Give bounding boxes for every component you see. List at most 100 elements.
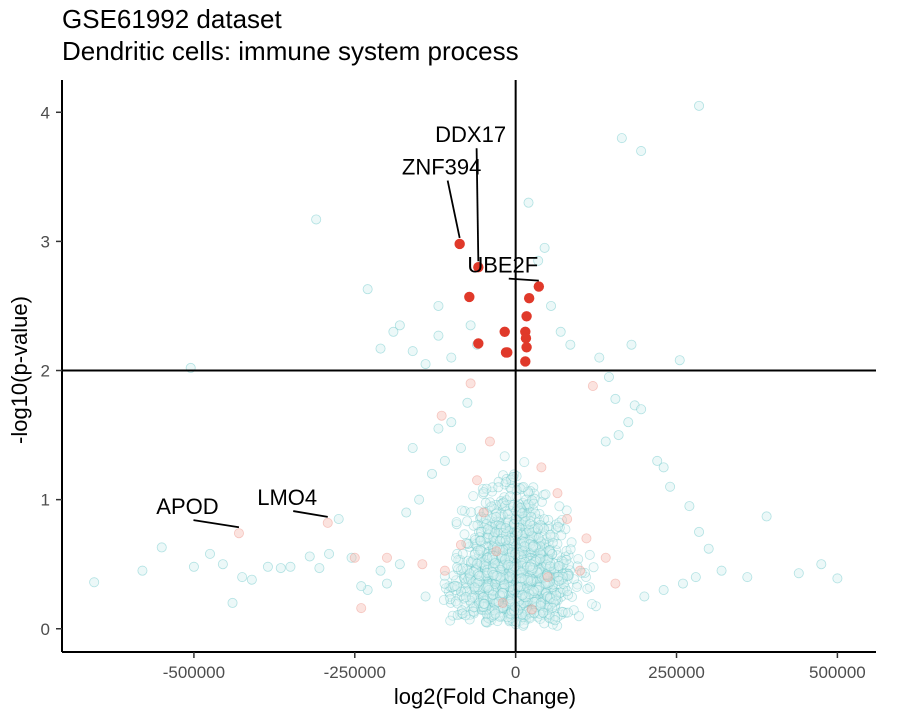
background-point: [558, 556, 569, 567]
background-point: [492, 560, 503, 571]
background-point: [467, 578, 478, 589]
background-point: [503, 516, 514, 527]
background-point: [658, 462, 669, 473]
background-point: [502, 587, 513, 598]
background-point: [524, 597, 535, 608]
background-point: [522, 595, 533, 606]
background-point: [565, 339, 576, 350]
background-point: [524, 529, 535, 540]
background-point: [451, 519, 462, 530]
background-point: [484, 594, 495, 605]
background-point: [532, 586, 543, 597]
background-point: [519, 577, 530, 588]
background-point: [519, 574, 530, 585]
significant-point: [523, 293, 535, 304]
background-point: [594, 352, 605, 363]
background-point: [495, 568, 506, 579]
background-point: [482, 532, 493, 543]
background-point: [469, 584, 480, 595]
background-point: [509, 558, 520, 569]
background-point: [495, 527, 506, 538]
background-point: [520, 560, 531, 571]
background-point: [538, 607, 549, 618]
background-point: [484, 588, 495, 599]
background-point: [490, 608, 501, 619]
background-point: [518, 570, 529, 581]
background-point: [518, 567, 529, 578]
background-point: [521, 574, 532, 585]
background-point: [481, 617, 492, 628]
background-point: [522, 592, 533, 603]
background-point: [517, 591, 528, 602]
background-point: [498, 541, 509, 552]
background-point: [540, 539, 551, 550]
background-point: [491, 582, 502, 593]
background-point: [518, 574, 529, 585]
background-point: [475, 547, 486, 558]
background-point: [497, 570, 508, 581]
background-point: [541, 533, 552, 544]
background-point: [502, 565, 513, 576]
background-point: [487, 513, 498, 524]
background-point: [518, 598, 529, 609]
background-point: [482, 590, 493, 601]
background-point: [535, 566, 546, 577]
background-point: [485, 584, 496, 595]
background-point: [445, 582, 456, 593]
background-point: [545, 582, 556, 593]
background-point: [528, 566, 539, 577]
background-point: [488, 582, 499, 593]
background-point: [474, 532, 485, 543]
background-point: [516, 536, 527, 547]
y-axis-label: -log10(p-value): [7, 296, 32, 444]
background-point: [503, 604, 514, 615]
background-point: [487, 590, 498, 601]
background-point: [502, 548, 513, 559]
background-point: [531, 578, 542, 589]
background-point: [522, 486, 533, 497]
background-point: [482, 577, 493, 588]
background-point: [523, 499, 534, 510]
background-point: [525, 551, 536, 562]
background-point: [523, 557, 534, 568]
background-point: [495, 610, 506, 621]
background-point: [554, 570, 565, 581]
background-point: [536, 584, 547, 595]
background-point: [563, 550, 574, 561]
background-point: [540, 566, 551, 577]
background-point: [522, 560, 533, 571]
highlight-background-point: [575, 565, 586, 576]
background-point: [497, 561, 508, 572]
background-point: [552, 575, 563, 586]
background-point: [481, 518, 492, 529]
background-point: [501, 557, 512, 568]
background-point: [490, 538, 501, 549]
background-point: [516, 515, 527, 526]
background-point: [489, 526, 500, 537]
background-point: [523, 528, 534, 539]
background-point: [552, 550, 563, 561]
background-point: [497, 588, 508, 599]
background-point: [532, 540, 543, 551]
background-point: [507, 592, 518, 603]
background-point: [486, 611, 497, 622]
background-point: [567, 591, 578, 602]
background-point: [543, 575, 554, 586]
background-point: [502, 568, 513, 579]
background-point: [581, 572, 592, 583]
background-point: [527, 526, 538, 537]
background-point: [462, 397, 473, 408]
annotation-leader-line: [475, 148, 480, 262]
background-point: [521, 572, 532, 583]
background-point: [558, 573, 569, 584]
background-point: [504, 565, 515, 576]
significant-point: [499, 326, 510, 337]
background-point: [519, 563, 530, 574]
background-point: [485, 588, 496, 599]
background-point: [500, 526, 511, 537]
background-point: [491, 506, 502, 517]
y-tick-label: 4: [41, 103, 50, 122]
background-point: [484, 552, 495, 563]
background-point: [548, 558, 559, 569]
background-point: [489, 558, 500, 569]
